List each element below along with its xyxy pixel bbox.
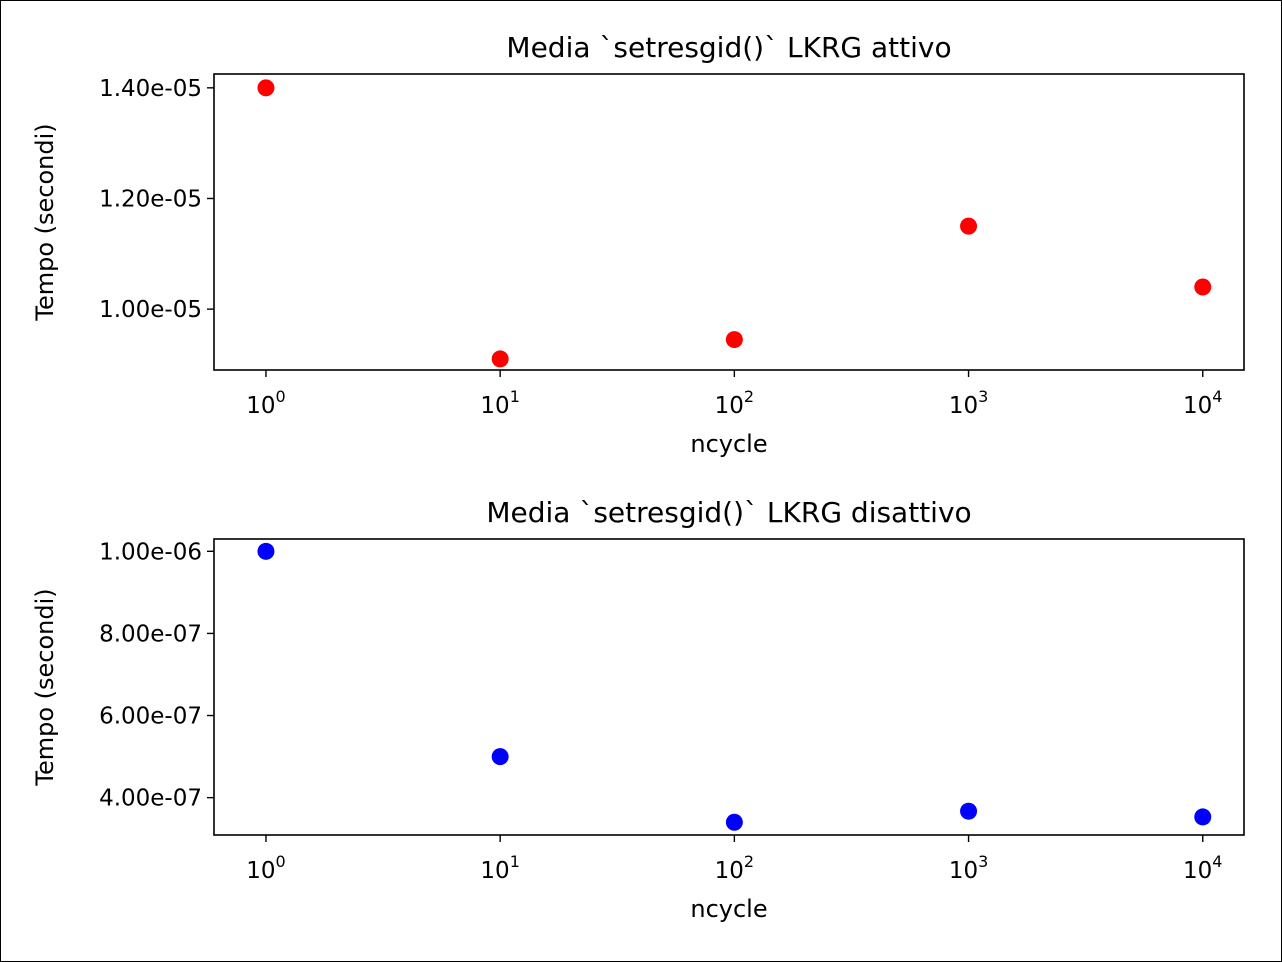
data-point [960, 802, 978, 820]
x-tick-exponent: 0 [276, 387, 286, 406]
y-tick-label: 1.40e-05 [99, 76, 202, 102]
data-point [491, 748, 509, 766]
x-tick-label: 100 [246, 387, 285, 419]
y-tick-label: 6.00e-07 [99, 704, 202, 730]
x-tick-exponent: 2 [744, 387, 754, 406]
chart-bottom: Media `setresgid()` LKRG disattivo 4.00e… [31, 496, 1245, 923]
x-tick-base: 10 [246, 393, 275, 419]
x-tick-label: 103 [949, 852, 988, 884]
x-tick-label: 100 [246, 852, 285, 884]
y-tick-label: 1.20e-05 [99, 186, 202, 212]
data-points [257, 79, 1212, 368]
data-point [257, 79, 275, 97]
x-tick-base: 10 [715, 858, 744, 884]
data-point [725, 331, 743, 349]
data-point [725, 813, 743, 831]
x-tick-exponent: 0 [276, 852, 286, 871]
x-tick-base: 10 [1183, 393, 1212, 419]
plot-area [213, 73, 1245, 371]
data-point [257, 542, 275, 560]
x-tick-exponent: 2 [744, 852, 754, 871]
chart-title: Media `setresgid()` LKRG attivo [506, 31, 951, 64]
x-tick-exponent: 4 [1212, 852, 1222, 871]
x-tick-base: 10 [246, 858, 275, 884]
y-tick-label: 8.00e-07 [99, 621, 202, 647]
y-axis-ticks: 4.00e-07 6.00e-07 8.00e-07 1.00e-06 [99, 539, 214, 812]
x-tick-base: 10 [1183, 858, 1212, 884]
y-tick-label: 4.00e-07 [99, 786, 202, 812]
y-tick-label: 1.00e-06 [99, 539, 202, 565]
chart-top: Media `setresgid()` LKRG attivo 1.00e-05… [31, 31, 1245, 458]
y-axis-ticks: 1.00e-05 1.20e-05 1.40e-05 [99, 76, 214, 323]
plot-area [213, 538, 1245, 836]
x-tick-base: 10 [480, 858, 509, 884]
data-point [960, 217, 978, 235]
y-axis-label: Tempo (secondi) [31, 588, 59, 786]
data-point [491, 350, 509, 368]
x-tick-exponent: 1 [510, 387, 520, 406]
x-axis-ticks: 100 101 102 103 104 [246, 370, 1222, 419]
x-tick-label: 101 [480, 387, 519, 419]
x-tick-label: 104 [1183, 852, 1222, 884]
data-point [1194, 278, 1212, 296]
x-axis-label: ncycle [690, 895, 767, 923]
x-axis-label: ncycle [690, 430, 767, 458]
x-tick-base: 10 [949, 393, 978, 419]
x-tick-label: 102 [715, 387, 754, 419]
chart-title: Media `setresgid()` LKRG disattivo [486, 496, 971, 529]
x-tick-label: 101 [480, 852, 519, 884]
y-tick-label: 1.00e-05 [99, 297, 202, 323]
y-axis-label: Tempo (secondi) [31, 123, 59, 321]
x-tick-exponent: 4 [1212, 387, 1222, 406]
x-tick-exponent: 3 [978, 852, 988, 871]
data-point [1194, 808, 1212, 826]
x-tick-exponent: 1 [510, 852, 520, 871]
x-axis-ticks: 100 101 102 103 104 [246, 835, 1222, 884]
x-tick-label: 103 [949, 387, 988, 419]
x-tick-base: 10 [480, 393, 509, 419]
x-tick-label: 104 [1183, 387, 1222, 419]
x-tick-label: 102 [715, 852, 754, 884]
x-tick-exponent: 3 [978, 387, 988, 406]
x-tick-base: 10 [949, 858, 978, 884]
data-points [257, 542, 1212, 831]
x-tick-base: 10 [715, 393, 744, 419]
